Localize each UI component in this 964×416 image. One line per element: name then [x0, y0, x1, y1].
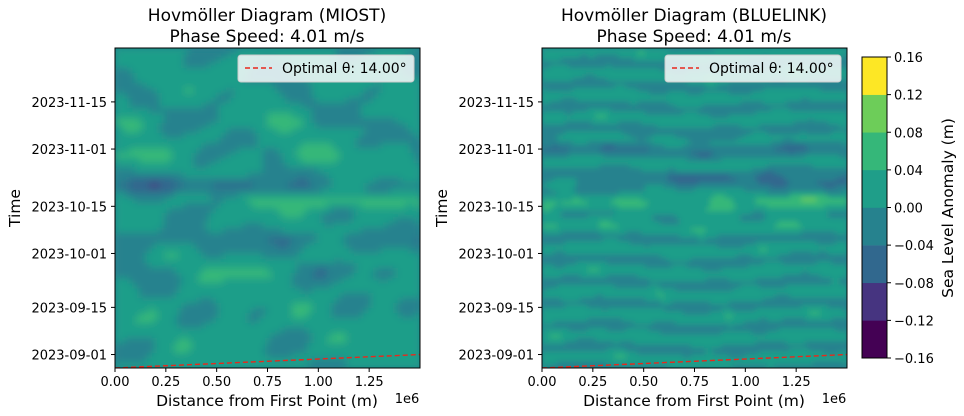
heatmap-area — [115, 48, 420, 368]
x-tick-label: 0.75 — [680, 375, 709, 390]
colorbar-tick-label: −0.08 — [894, 277, 934, 292]
chart-subtitle: Phase Speed: 4.01 m/s — [170, 27, 365, 47]
y-tick-label: 2023-10-15 — [458, 200, 534, 215]
x-tick-label: 0.75 — [253, 375, 282, 390]
x-axis: 0.00 0.25 0.50 0.75 1.00 1.25 — [101, 368, 384, 390]
colorbar-block — [862, 207, 887, 246]
y-tick-label: 2023-11-01 — [458, 143, 534, 158]
colorbar-tick-label: 0.08 — [894, 126, 923, 141]
x-tick-label: 0.00 — [101, 375, 130, 390]
x-tick-label: 0.00 — [528, 375, 557, 390]
y-axis: 2023-09-01 2023-09-15 2023-10-01 2023-10-15… — [31, 96, 115, 364]
y-tick-label: 2023-09-01 — [458, 349, 534, 364]
x-axis-label: Distance from First Point (m) — [583, 392, 805, 410]
colorbar-block — [862, 320, 887, 359]
y-tick-label: 2023-10-01 — [458, 247, 534, 262]
colorbar-tick-label: 0.04 — [894, 164, 923, 179]
colorbar-ticks: 0.16 0.12 0.08 0.04 0.00 −0.04 −0.08 −0.12 −0.16 — [887, 51, 934, 367]
colorbar-label: Sea Level Anomaly (m) — [939, 118, 957, 298]
colorbar-tick-label: −0.12 — [894, 314, 934, 329]
colorbar-block — [862, 94, 887, 133]
colorbar-block — [862, 169, 887, 208]
chart-subtitle: Phase Speed: 4.01 m/s — [597, 27, 792, 47]
x-tick-label: 0.25 — [578, 375, 607, 390]
y-axis-label: Time — [6, 189, 24, 228]
y-tick-label: 2023-11-15 — [31, 96, 107, 111]
colorbar-tick-label: −0.16 — [894, 352, 934, 367]
x-axis: 0.00 0.25 0.50 0.75 1.00 1.25 — [528, 368, 811, 390]
y-tick-label: 2023-09-01 — [31, 349, 107, 364]
colorbar-tick-label: 0.16 — [894, 51, 923, 66]
x-axis-offset-label: 1e6 — [822, 392, 847, 407]
panel-bluelink: Hovmöller Diagram (BLUELINK) Phase Speed… — [433, 6, 848, 410]
chart-title: Hovmöller Diagram (BLUELINK) — [561, 6, 827, 26]
x-tick-label: 1.00 — [731, 375, 760, 390]
panel-miost: Hovmöller Diagram (MIOST) Phase Speed: 4… — [6, 6, 421, 410]
y-tick-label: 2023-09-15 — [458, 301, 534, 316]
x-tick-label: 1.25 — [355, 375, 384, 390]
y-tick-label: 2023-09-15 — [31, 301, 107, 316]
colorbar-block — [862, 245, 887, 284]
y-tick-label: 2023-11-01 — [31, 143, 107, 158]
y-axis-label: Time — [433, 189, 451, 228]
x-tick-label: 0.25 — [151, 375, 180, 390]
heatmap-field — [542, 48, 847, 368]
y-tick-label: 2023-10-01 — [31, 247, 107, 262]
colorbar-blocks — [862, 57, 887, 359]
colorbar-block — [862, 132, 887, 171]
colorbar-block — [862, 282, 887, 321]
colorbar-tick-label: 0.00 — [894, 202, 923, 217]
x-tick-label: 0.50 — [202, 375, 231, 390]
x-axis-offset-label: 1e6 — [395, 392, 420, 407]
x-tick-label: 1.00 — [304, 375, 333, 390]
legend-label: Optimal θ: 14.00° — [709, 61, 834, 77]
legend-label: Optimal θ: 14.00° — [282, 61, 407, 77]
y-tick-label: 2023-10-15 — [31, 200, 107, 215]
x-tick-label: 0.50 — [629, 375, 658, 390]
heatmap-area — [542, 48, 847, 368]
colorbar-tick-label: −0.04 — [894, 239, 934, 254]
legend-box — [664, 54, 842, 83]
x-tick-label: 1.25 — [782, 375, 811, 390]
colorbar: 0.16 0.12 0.08 0.04 0.00 −0.04 −0.08 −0.12 −0.16… — [861, 51, 957, 367]
y-tick-label: 2023-11-15 — [458, 96, 534, 111]
legend-box — [237, 54, 415, 83]
chart-title: Hovmöller Diagram (MIOST) — [148, 6, 386, 26]
heatmap-field — [115, 48, 420, 368]
x-axis-label: Distance from First Point (m) — [156, 392, 378, 410]
colorbar-block — [862, 57, 887, 95]
legend: Optimal θ: 14.00° — [664, 54, 842, 83]
optimal-theta-line — [115, 353, 420, 368]
legend: Optimal θ: 14.00° — [237, 54, 415, 83]
y-axis: 2023-09-01 2023-09-15 2023-10-01 2023-10-15… — [458, 96, 542, 364]
colorbar-tick-label: 0.12 — [894, 89, 923, 104]
optimal-theta-line — [542, 353, 847, 368]
